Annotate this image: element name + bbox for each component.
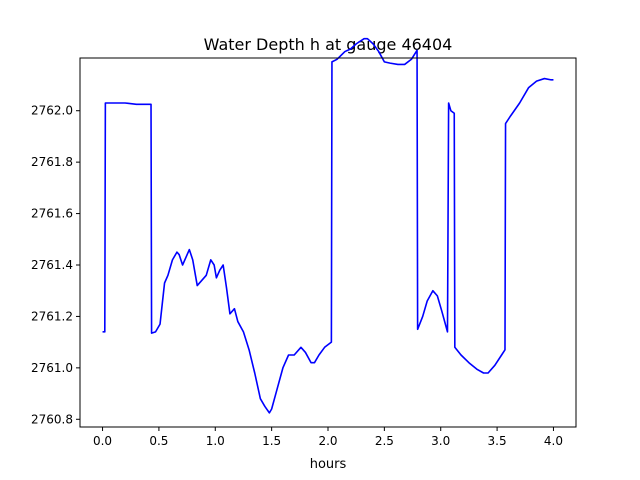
x-tick-label: 0.5 — [149, 434, 168, 448]
y-tick-label: 2761.2 — [31, 309, 73, 323]
x-axis-label: hours — [310, 457, 347, 472]
x-tick-label: 0.0 — [93, 434, 112, 448]
y-tick-label: 2762.0 — [31, 104, 73, 118]
y-tick-label: 2761.0 — [31, 361, 73, 375]
x-tick-label: 1.5 — [262, 434, 281, 448]
x-tick-label: 2.0 — [318, 434, 337, 448]
axes-frame — [79, 57, 577, 428]
chart-title: Water Depth h at gauge 46404 — [204, 35, 453, 54]
y-tick-label: 2761.8 — [31, 155, 73, 169]
series-layer — [102, 37, 554, 414]
x-tick-label: 4.0 — [544, 434, 563, 448]
x-tick-label: 3.5 — [488, 434, 507, 448]
tick-layer: 0.0 0.5 1.0 1.5 2.0 2.5 3.0 3.5 4.0 2760.8 2761.0 2… — [31, 104, 563, 448]
series-line-0 — [102, 37, 554, 414]
x-tick-label: 3.0 — [431, 434, 450, 448]
x-tick-label: 1.0 — [206, 434, 225, 448]
x-tick-label: 2.5 — [375, 434, 394, 448]
y-tick-label: 2761.6 — [31, 207, 73, 221]
y-tick-label: 2760.8 — [31, 412, 73, 426]
y-tick-label: 2761.4 — [31, 258, 73, 272]
